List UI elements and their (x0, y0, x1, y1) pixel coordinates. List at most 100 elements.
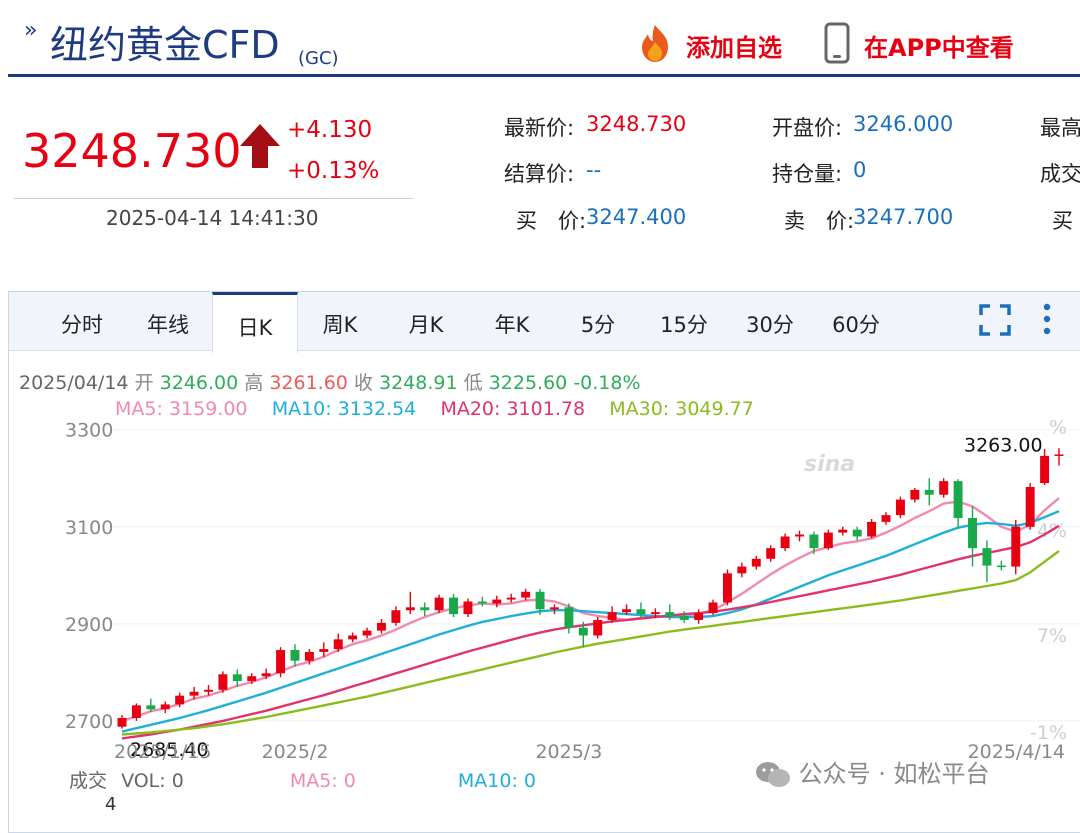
candle (477, 596, 487, 607)
pct-tick-label: 7% (1037, 625, 1067, 647)
phone-icon (824, 22, 850, 64)
candle (1025, 483, 1035, 530)
candle-body (204, 689, 213, 692)
candle-body (276, 650, 286, 674)
candle-body (535, 591, 545, 610)
y-tick-label: 2900 (65, 614, 113, 636)
tab-intraday[interactable]: 分时 (61, 313, 103, 337)
candle-body (722, 573, 732, 603)
tab-weekly-k[interactable]: 周K (322, 313, 358, 337)
tab-30min[interactable]: 30分 (746, 313, 794, 337)
candle (737, 562, 747, 578)
candle-body (1025, 486, 1035, 527)
candle (247, 673, 257, 684)
candle-body (261, 673, 271, 677)
max-price-label: 3263.00 (964, 435, 1043, 457)
fullscreen-icon[interactable] (979, 304, 1011, 336)
candle-body (146, 705, 156, 710)
volume-scale: 4 (105, 794, 117, 815)
candle-body (881, 515, 891, 522)
candle (290, 644, 300, 667)
ohlc-open-label: 开 (134, 372, 154, 394)
x-tick-label: 2025/4/14 (968, 741, 1065, 763)
pct-tick-label: % (1049, 420, 1067, 439)
candle (895, 496, 905, 519)
candle (463, 598, 473, 618)
wechat-watermark: 公众号 · 如松平台 (755, 754, 990, 790)
tab-15min[interactable]: 15分 (660, 313, 708, 337)
tab-year-line[interactable]: 年线 (147, 313, 189, 337)
candle-body (477, 601, 487, 604)
candle-body (218, 674, 228, 690)
tab-60min[interactable]: 60分 (832, 313, 880, 337)
ohlc-low: 3225.60 (488, 372, 568, 394)
candle (449, 593, 459, 618)
price-change-percent: +0.13% (287, 158, 380, 184)
current-price: 3248.730 (22, 124, 242, 178)
candle (218, 671, 228, 693)
candle (276, 647, 286, 678)
candle (131, 703, 141, 721)
chevron-double-icon: » (24, 18, 38, 43)
candle-body (809, 534, 819, 549)
candle (751, 555, 761, 570)
candle-body (751, 558, 761, 567)
candle-body (175, 695, 185, 705)
candle-body (895, 499, 905, 516)
candle-body (953, 481, 963, 519)
candle (679, 611, 689, 623)
candle (304, 649, 314, 665)
add-watchlist-label: 添加自选 (686, 34, 782, 62)
page-subtitle: (GC) (298, 48, 339, 69)
candle-body (1054, 454, 1064, 456)
candle (665, 604, 675, 620)
candle-body (766, 548, 776, 559)
candle (780, 533, 790, 552)
header-divider (8, 74, 1080, 77)
candle-body (304, 651, 314, 661)
candle (607, 606, 617, 623)
quote-field-label: 结算价: (504, 162, 575, 186)
wechat-icon (756, 762, 790, 787)
ohlc-close: 3248.91 (379, 372, 458, 394)
tab-5min[interactable]: 5分 (580, 313, 616, 337)
quote-field-label: 持仓量: (772, 162, 843, 186)
tab-yearly-k[interactable]: 年K (494, 313, 530, 337)
candle (564, 603, 574, 634)
volume-ma5: MA5: 0 (289, 770, 356, 792)
volume-label: 成交 (69, 770, 108, 792)
candle-body (189, 691, 199, 696)
more-options-icon[interactable] (1041, 302, 1053, 336)
candle (838, 526, 848, 536)
candle (939, 478, 949, 498)
candle-body (319, 649, 329, 652)
flame-icon (642, 25, 668, 62)
candle (694, 609, 704, 624)
quote-field-value: 3248.730 (586, 112, 687, 136)
candle (189, 686, 199, 700)
candle-body (564, 607, 574, 628)
tab-monthly-k[interactable]: 月K (408, 313, 444, 337)
ma10-legend: MA10: 3132.54 (271, 398, 417, 420)
quote-field-label: 卖 价: (784, 209, 855, 233)
ohlc-low-label: 低 (463, 372, 483, 394)
ma10-line (121, 510, 1060, 733)
candle (636, 602, 646, 618)
tab-daily-k[interactable]: 日K (212, 292, 298, 353)
candle (434, 594, 444, 614)
quote-field-label: 最新价: (504, 116, 575, 140)
candle-body (852, 529, 862, 537)
candle-body (910, 489, 920, 500)
candle-body (924, 489, 934, 495)
ma5-line (121, 497, 1060, 723)
candle-body (333, 639, 343, 650)
candle (867, 519, 877, 539)
x-tick-label: 2025/3 (535, 741, 602, 763)
candle (766, 545, 776, 562)
quote-timestamp: 2025-04-14 14:41:30 (106, 206, 319, 230)
candle-body (492, 599, 502, 604)
candle-body (463, 601, 473, 615)
candle-body (449, 597, 459, 615)
candle-body (348, 635, 358, 640)
